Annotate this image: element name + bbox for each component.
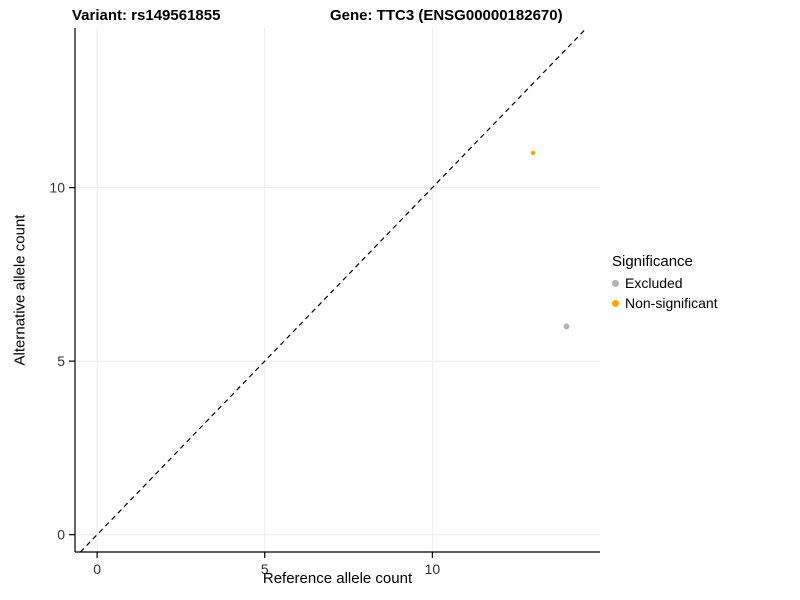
legend-entries: Excluded Non-significant [612,273,798,313]
legend-entry-label: Non-significant [625,295,718,311]
x-tick-label: 10 [425,561,441,577]
x-tick-label: 0 [93,561,101,577]
legend-entry-non-significant: Non-significant [612,293,798,313]
legend-key-dot [612,299,619,307]
point-excluded [563,323,570,330]
identity-line [79,27,588,553]
point-non-significant [530,150,536,156]
y-tick-label: 0 [57,527,65,543]
x-tick-label: 5 [261,561,269,577]
plot-title-variant: Variant: rs149561855 [72,7,221,24]
y-tick-label: 10 [49,180,65,196]
legend-key-dot [612,279,619,287]
legend: Significance Excluded Non-significant [612,253,798,313]
legend-entry-excluded: Excluded [612,273,798,293]
plot-title-gene: Gene: TTC3 (ENSG00000182670) [330,7,563,24]
y-axis-label: Alternative allele count [11,214,29,366]
legend-title: Significance [612,253,693,270]
legend-entry-label: Excluded [625,275,683,291]
y-tick-label: 5 [57,353,65,369]
x-axis-label: Reference allele count [262,570,413,587]
